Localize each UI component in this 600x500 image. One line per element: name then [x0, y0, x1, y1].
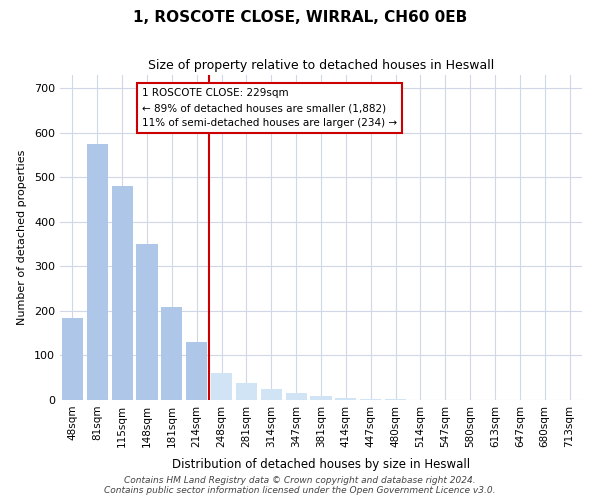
Bar: [211, 374, 232, 400]
Bar: [261, 389, 282, 400]
Bar: [360, 398, 381, 400]
Text: 1 ROSCOTE CLOSE: 229sqm
← 89% of detached houses are smaller (1,882)
11% of semi: 1 ROSCOTE CLOSE: 229sqm ← 89% of detache…: [142, 88, 397, 128]
Bar: [286, 394, 307, 400]
Bar: [335, 398, 356, 400]
X-axis label: Distribution of detached houses by size in Heswall: Distribution of detached houses by size …: [172, 458, 470, 471]
Text: Contains HM Land Registry data © Crown copyright and database right 2024.
Contai: Contains HM Land Registry data © Crown c…: [104, 476, 496, 495]
Text: 1, ROSCOTE CLOSE, WIRRAL, CH60 0EB: 1, ROSCOTE CLOSE, WIRRAL, CH60 0EB: [133, 10, 467, 25]
Bar: [236, 383, 257, 400]
Y-axis label: Number of detached properties: Number of detached properties: [17, 150, 27, 325]
Bar: [136, 244, 158, 400]
Bar: [186, 342, 207, 400]
Title: Size of property relative to detached houses in Heswall: Size of property relative to detached ho…: [148, 60, 494, 72]
Bar: [310, 396, 332, 400]
Bar: [62, 318, 83, 400]
Bar: [112, 186, 133, 400]
Bar: [87, 144, 108, 400]
Bar: [385, 399, 406, 400]
Bar: [161, 306, 182, 400]
